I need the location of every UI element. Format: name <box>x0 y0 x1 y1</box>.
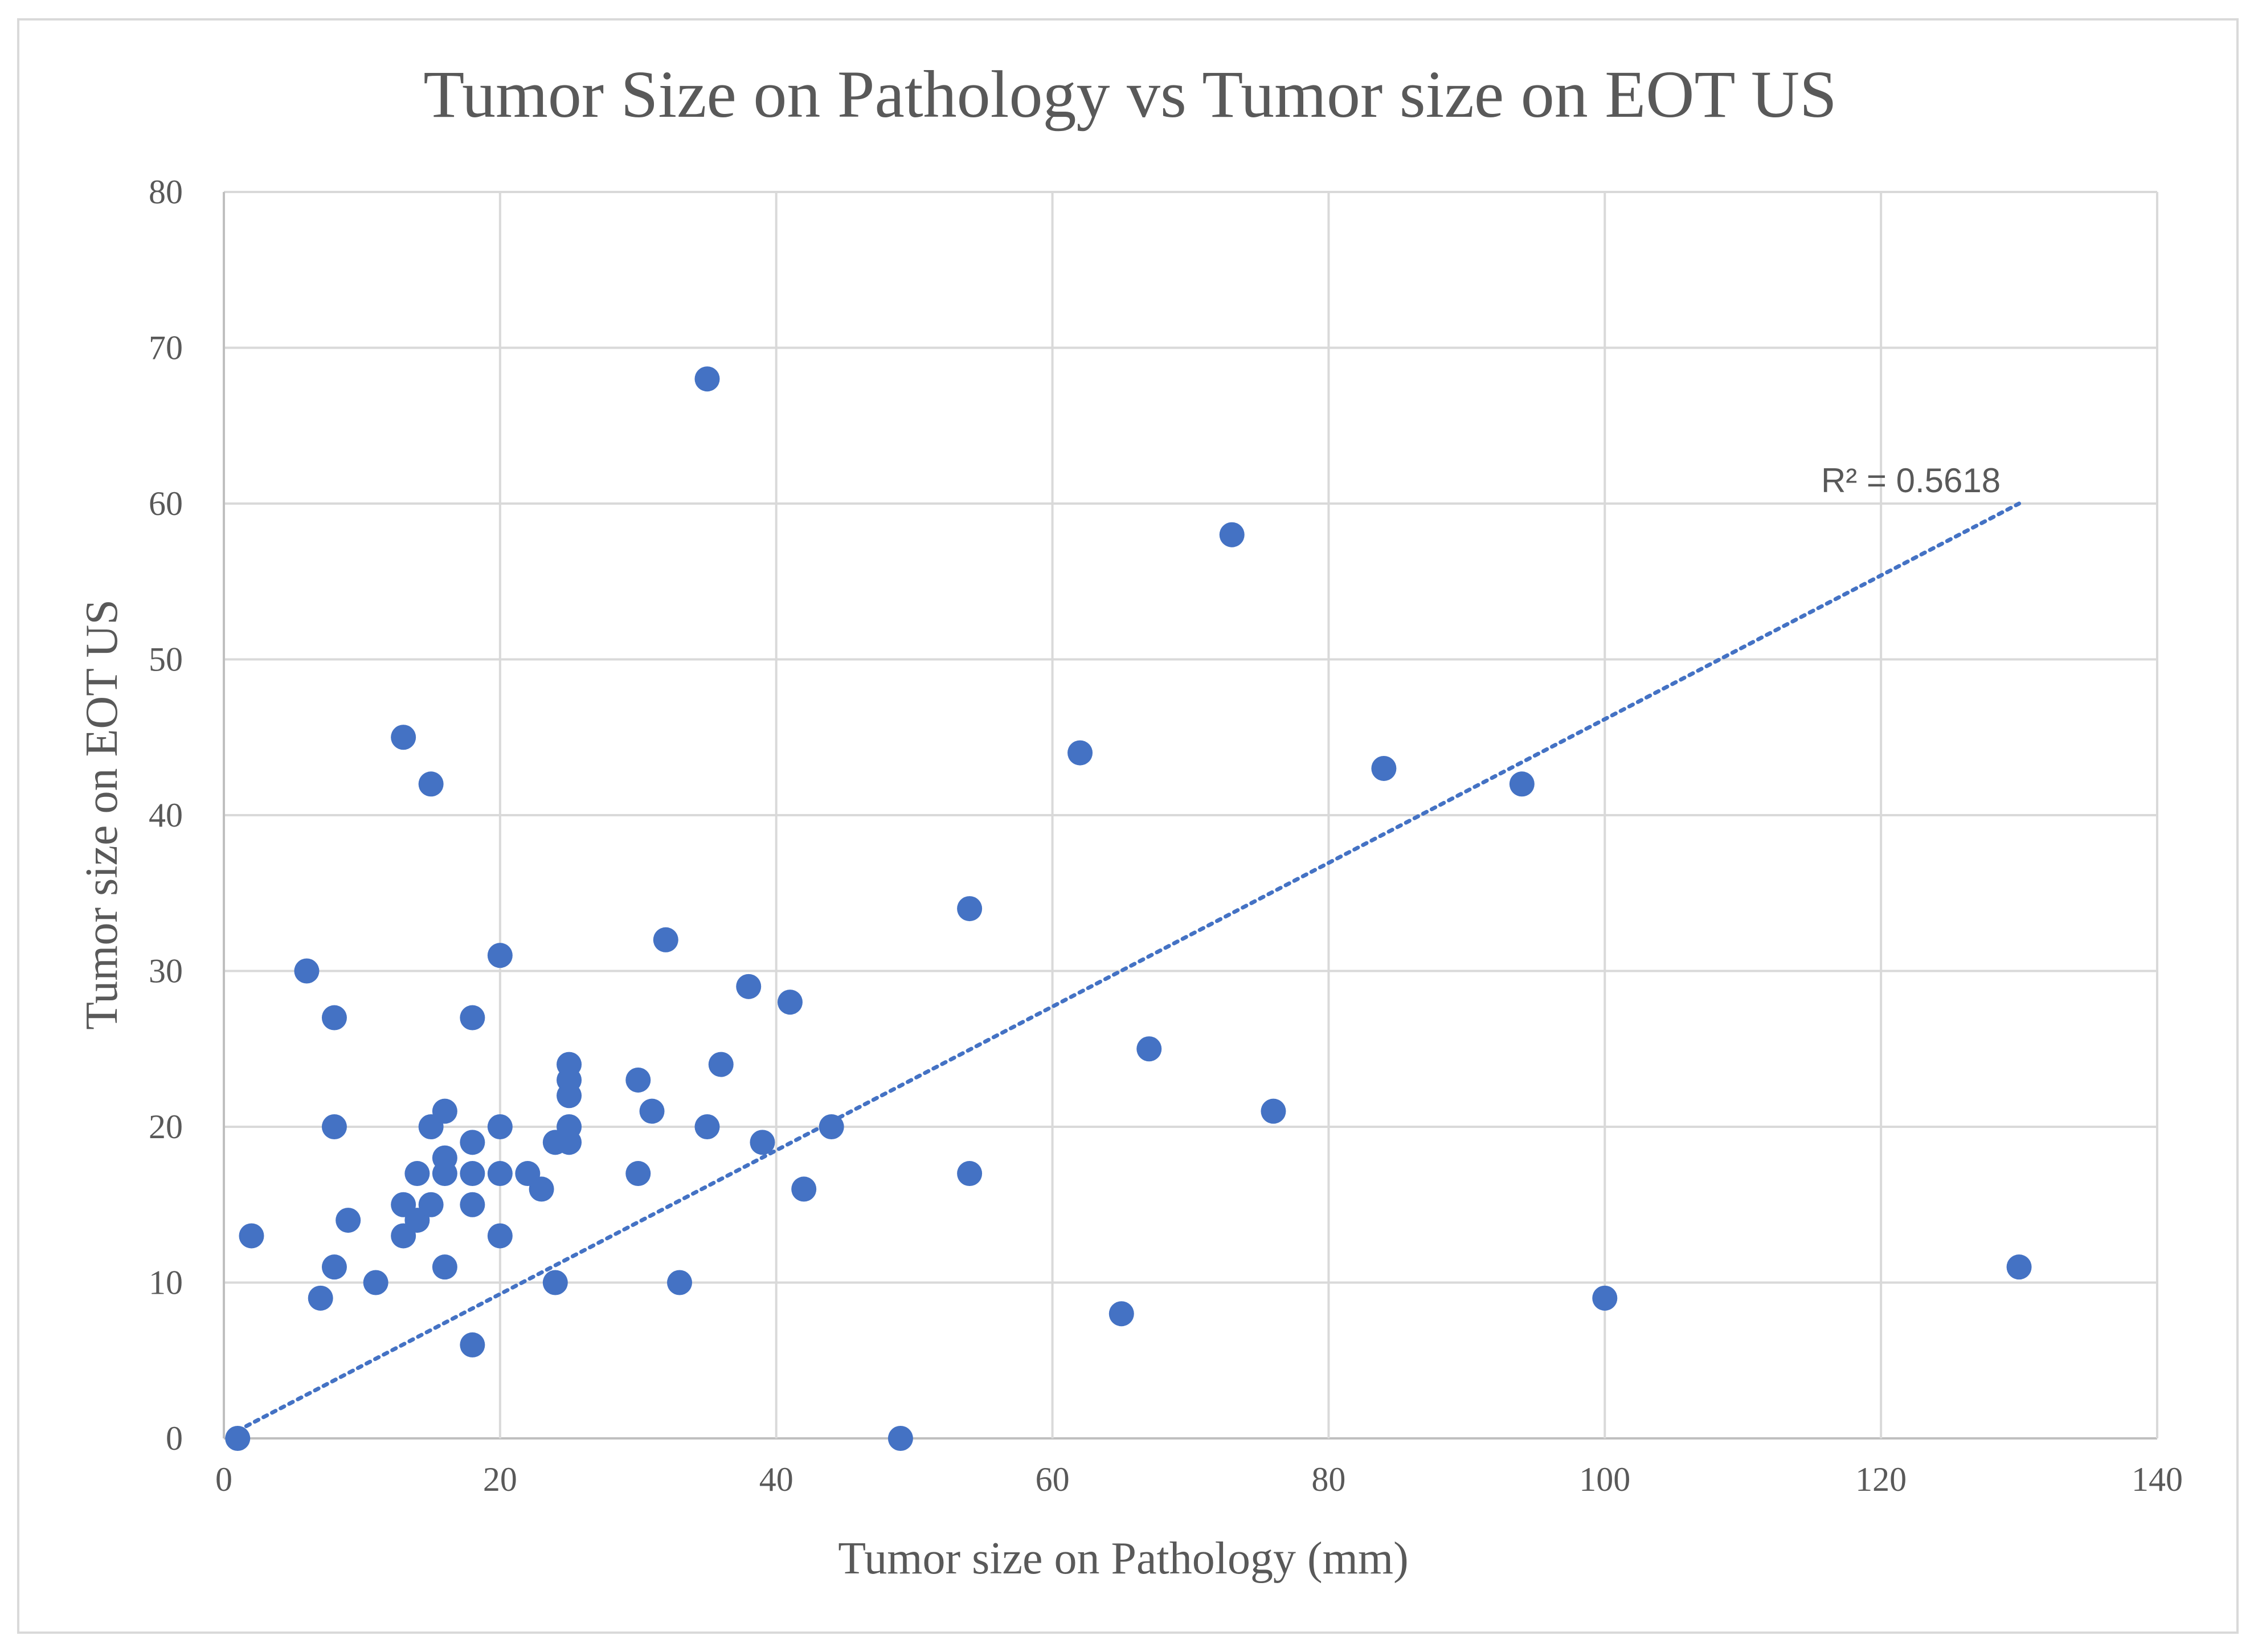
data-point <box>418 1192 444 1217</box>
y-tick-label: 20 <box>149 1108 183 1146</box>
data-point <box>957 896 983 922</box>
data-point <box>460 1130 485 1155</box>
data-point <box>432 1161 457 1187</box>
data-point <box>1067 740 1093 766</box>
x-tick-label: 0 <box>215 1461 232 1498</box>
data-point <box>225 1426 251 1451</box>
x-tick-label: 40 <box>759 1461 793 1498</box>
r-squared-label: R² = 0.5618 <box>1821 461 2001 500</box>
data-point <box>694 366 720 392</box>
data-point <box>1509 771 1535 797</box>
data-point <box>957 1161 983 1187</box>
chart-frame <box>17 18 2239 1634</box>
data-point <box>1371 755 1397 781</box>
data-point <box>750 1130 775 1155</box>
data-point <box>321 1005 347 1031</box>
data-point <box>336 1208 361 1233</box>
data-point <box>239 1223 264 1249</box>
data-point <box>791 1176 817 1202</box>
y-axis-title: Tumor size on EOT US <box>77 599 127 1030</box>
data-point <box>625 1161 651 1187</box>
x-axis-title: Tumor size on Pathology (mm) <box>838 1534 1408 1584</box>
data-point <box>542 1270 568 1295</box>
y-tick-label: 40 <box>149 796 183 834</box>
trendline <box>235 501 2022 1433</box>
data-point <box>487 1223 513 1249</box>
data-point <box>1219 522 1245 547</box>
y-tick-label: 30 <box>149 952 183 990</box>
data-point <box>887 1426 913 1451</box>
tick-labels: 0 10 20 30 40 50 60 70 80 0 20 40 60 80 100 120 140 <box>149 173 2183 1498</box>
x-tick-label: 20 <box>483 1461 517 1498</box>
data-point <box>294 958 320 984</box>
y-tick-label: 10 <box>149 1264 183 1302</box>
data-point <box>625 1067 651 1093</box>
data-point <box>460 1005 485 1031</box>
data-point <box>487 943 513 968</box>
data-point <box>460 1161 485 1187</box>
y-tick-label: 0 <box>166 1420 183 1457</box>
gridlines <box>223 191 2158 1440</box>
data-point <box>529 1176 554 1202</box>
x-tick-label: 140 <box>2132 1461 2183 1498</box>
y-tick-label: 70 <box>149 329 183 367</box>
data-point <box>418 771 444 797</box>
data-point <box>321 1254 347 1280</box>
data-point <box>460 1192 485 1217</box>
data-point <box>2006 1254 2032 1280</box>
chart-title: Tumor Size on Pathology vs Tumor size on… <box>423 57 1837 132</box>
data-point <box>363 1270 388 1295</box>
y-tick-label: 80 <box>149 173 183 211</box>
x-tick-label: 120 <box>1855 1461 1907 1498</box>
data-point <box>708 1052 734 1077</box>
data-point <box>557 1083 582 1109</box>
x-tick-label: 60 <box>1036 1461 1070 1498</box>
x-tick-label: 100 <box>1579 1461 1630 1498</box>
data-point <box>1108 1301 1134 1327</box>
data-point <box>1136 1036 1162 1062</box>
data-point <box>432 1098 457 1124</box>
data-point <box>308 1285 333 1311</box>
data-point <box>653 927 678 952</box>
data-points <box>225 366 2032 1451</box>
data-point <box>404 1161 430 1187</box>
data-point <box>487 1161 513 1187</box>
data-point <box>460 1332 485 1357</box>
data-point <box>639 1098 665 1124</box>
data-point <box>1592 1285 1618 1311</box>
data-point <box>694 1114 720 1139</box>
x-tick-label: 80 <box>1311 1461 1345 1498</box>
data-point <box>487 1114 513 1139</box>
data-point <box>777 989 803 1015</box>
data-point <box>432 1254 457 1280</box>
y-tick-label: 60 <box>149 485 183 522</box>
data-point <box>391 725 416 750</box>
data-point <box>557 1130 582 1155</box>
data-point <box>819 1114 844 1139</box>
data-point <box>736 974 762 999</box>
data-point <box>1261 1098 1286 1124</box>
y-tick-label: 50 <box>149 641 183 678</box>
data-point <box>321 1114 347 1139</box>
data-point <box>667 1270 693 1295</box>
